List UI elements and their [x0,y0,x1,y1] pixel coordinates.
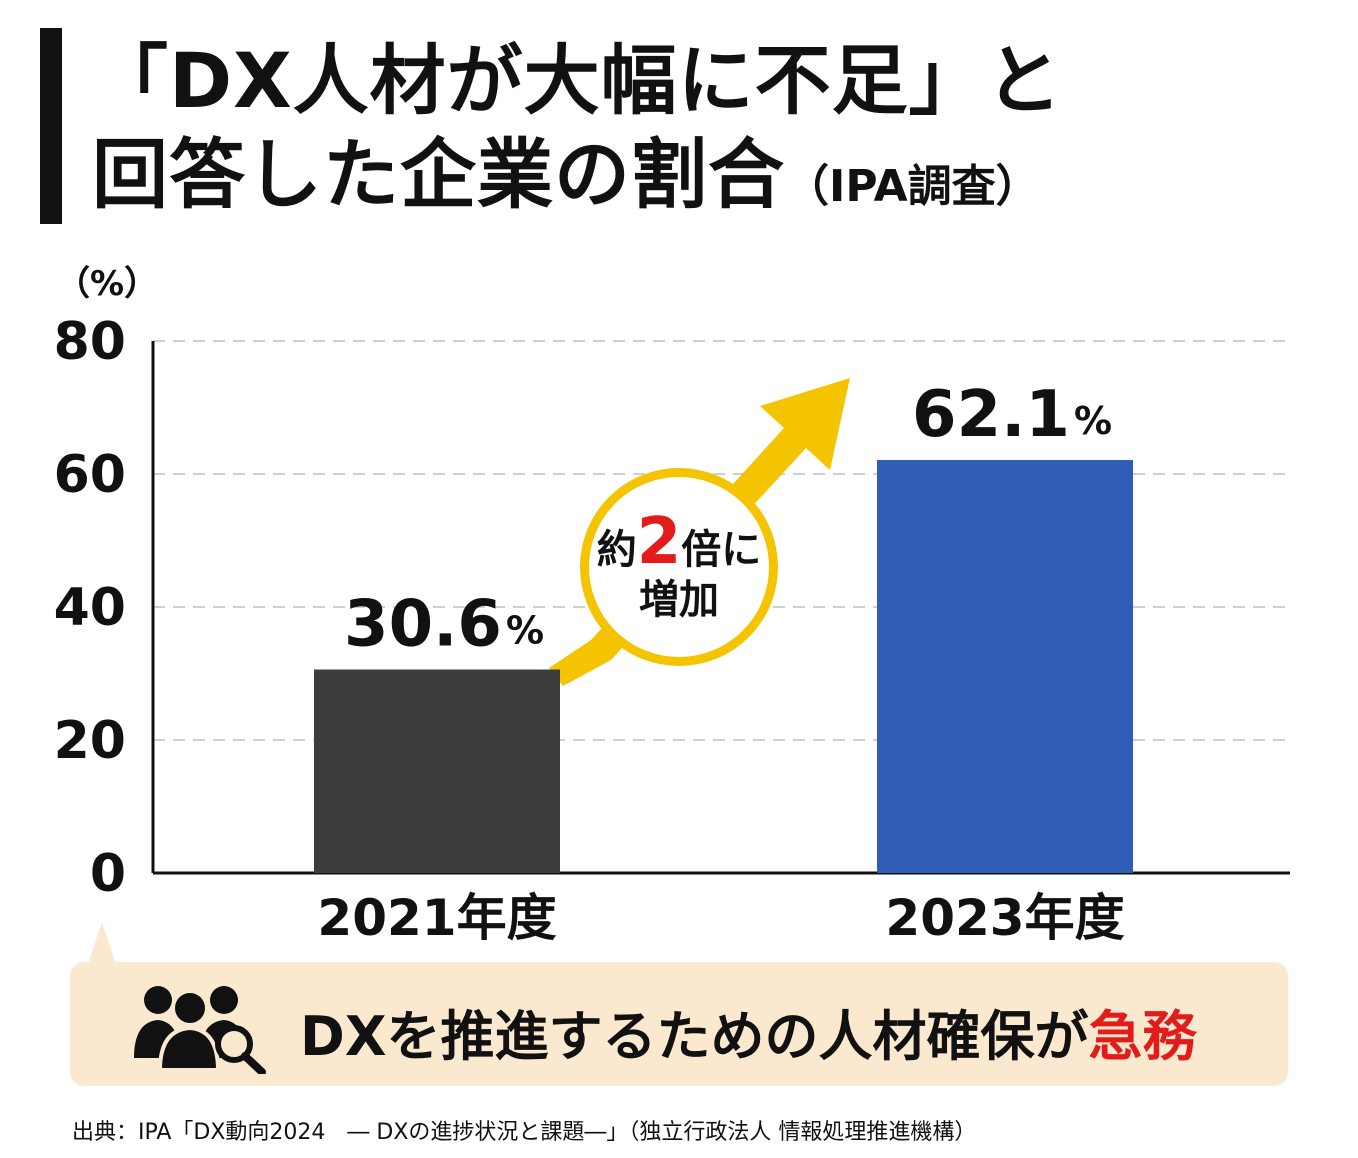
title-line-2: 回答した企業の割合（IPA調査） [92,128,1063,234]
title-line-2-sub: （IPA調査） [785,161,1040,212]
title-line-2-main: 回答した企業の割合 [92,130,785,219]
callout-accent: 急務 [1088,1005,1197,1068]
title-line-1: 「DX人材が大幅に不足」と [92,36,1063,125]
y-tick-label: 20 [54,711,126,771]
data-label: 30.6 [344,588,502,662]
annotation-line-2: 増加 [639,577,719,623]
title-accent-bar [40,28,62,224]
annotation-line-1: 約2倍に [589,510,769,575]
source-note: 出典：IPA「DX動向2024 ― DXの進捗状況と課題―」（独立行政法人 情報… [72,1120,977,1145]
callout-text: DXを推進するための人材確保が急務 [300,992,1196,1071]
data-label-unit: % [506,609,544,653]
annotation-emphasis: 2 [636,505,682,579]
callout-tail [88,922,116,964]
people-search-icon [134,986,266,1074]
callout-main: DXを推進するための人材確保が [300,1005,1089,1068]
y-axis-unit-label: （%） [56,264,159,304]
bar [877,460,1133,873]
bar [314,669,560,873]
y-tick-label: 0 [90,844,126,904]
x-tick-label: 2021年度 [317,889,556,947]
data-label-unit: % [1074,399,1112,443]
increase-annotation-bubble: 約2倍に 増加 [580,468,778,666]
data-label: 62.1 [912,378,1070,452]
annotation-suffix: 倍に [681,527,762,573]
callout-box [70,962,1288,1086]
y-tick-label: 80 [54,312,126,372]
annotation-prefix: 約 [596,527,637,573]
chart-title: 「DX人材が大幅に不足」と 回答した企業の割合（IPA調査） [92,34,1063,234]
x-tick-label: 2023年度 [885,889,1124,947]
y-tick-label: 40 [54,578,126,638]
y-tick-label: 60 [54,445,126,505]
